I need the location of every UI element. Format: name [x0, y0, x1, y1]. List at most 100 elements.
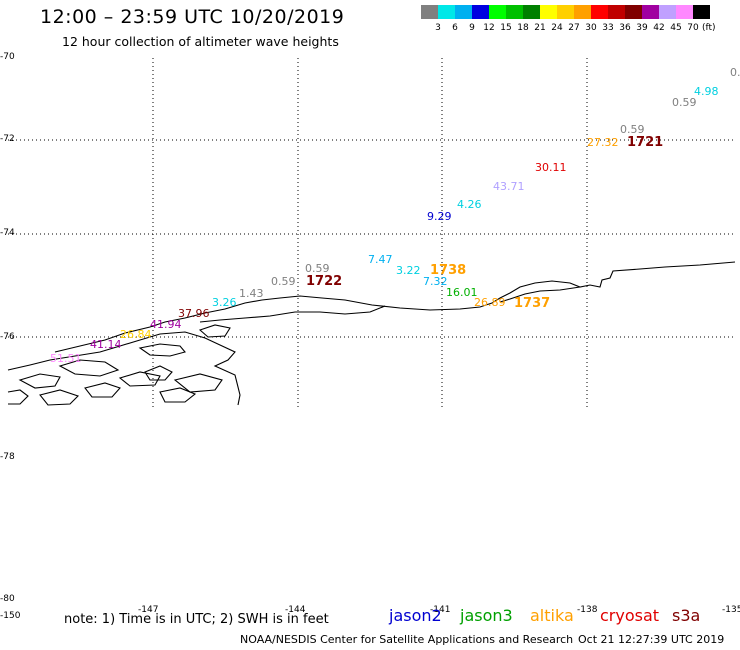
wave-height-label: 27.32 [587, 136, 619, 149]
wave-height-label: 0.59 [672, 96, 697, 109]
latitude-label: -80 [0, 594, 15, 604]
wave-height-label: 0.59 [305, 262, 330, 275]
wave-height-label: 41.94 [150, 318, 182, 331]
latitude-label: -76 [0, 332, 15, 342]
wave-height-label: 9.29 [427, 210, 452, 223]
scale-label: 33 [602, 23, 614, 33]
island-5 [144, 365, 173, 381]
color-scale-bar [421, 5, 710, 19]
map-subtitle: 12 hour collection of altimeter wave hei… [62, 34, 339, 49]
scale-swatch [455, 5, 472, 19]
wave-height-label: 16.01 [446, 286, 478, 299]
scale-swatch [608, 5, 625, 19]
latitude-label: -74 [0, 228, 15, 238]
coastline [7, 261, 736, 406]
wave-height-label: 41.14 [90, 338, 122, 351]
scale-swatch [438, 5, 455, 19]
scale-label: 12 [483, 23, 495, 33]
scale-label: 9 [469, 23, 475, 33]
wave-height-label: 1721 [627, 135, 663, 150]
island-9 [159, 387, 197, 403]
wave-height-label: 0. [730, 66, 740, 79]
wave-height-label: 1737 [514, 296, 550, 311]
longitude-label: -141 [430, 605, 451, 615]
island-7 [84, 382, 121, 398]
coastline-shelf [499, 286, 581, 303]
wave-height-label: 0.59 [620, 123, 645, 136]
scale-swatch [540, 5, 557, 19]
island-11 [198, 324, 231, 338]
scale-label: 27 [568, 23, 580, 33]
scale-label: 21 [534, 23, 546, 33]
scale-swatch [523, 5, 540, 19]
scale-label: 15 [500, 23, 512, 33]
scale-label: 36 [619, 23, 631, 33]
scale-label: 18 [517, 23, 529, 33]
scale-label: 70 [687, 23, 699, 33]
coastline-west [7, 331, 241, 406]
wave-height-label: 26.89 [474, 296, 506, 309]
scale-swatch [421, 5, 438, 19]
scale-swatch [574, 5, 591, 19]
footer-timestamp: Oct 21 12:27:39 UTC 2019 [578, 633, 725, 646]
latitude-label: -78 [0, 452, 15, 462]
wave-height-label: 43.71 [493, 180, 525, 193]
wave-height-label: 0.59 [271, 275, 296, 288]
satellite-jason2: jason2 [389, 606, 442, 625]
scale-label: 6 [452, 23, 458, 33]
wave-height-label: 1.43 [239, 287, 264, 300]
scale-label: 24 [551, 23, 563, 33]
wave-height-label: 26.84 [120, 328, 152, 341]
scale-label: 45 [670, 23, 682, 33]
island-8 [39, 389, 80, 406]
wave-height-label: 37.96 [178, 307, 210, 320]
wave-height-label: 7.47 [368, 253, 393, 266]
scale-swatch [489, 5, 506, 19]
coastline-lower [199, 305, 386, 323]
wave-height-label: 1738 [430, 263, 466, 278]
map-title: 12:00 – 23:59 UTC 10/20/2019 [40, 6, 345, 28]
island-1 [138, 343, 186, 357]
longitude-label: -135 [722, 605, 740, 615]
longitude-label: -147 [138, 605, 159, 615]
latitude-label: -70 [0, 52, 15, 62]
scale-label: 30 [585, 23, 597, 33]
longitude-label: -144 [285, 605, 306, 615]
satellite-jason3: jason3 [460, 606, 513, 625]
scale-swatch [676, 5, 693, 19]
scale-swatch [506, 5, 523, 19]
scale-unit: (ft) [702, 23, 716, 33]
wave-height-label: 3.26 [212, 296, 237, 309]
latitude-label: -72 [0, 134, 15, 144]
wave-height-label: 4.26 [457, 198, 482, 211]
longitude-label: -150 [0, 611, 21, 621]
satellite-altika: altika [530, 606, 574, 625]
scale-swatch [659, 5, 676, 19]
island-6 [173, 373, 223, 393]
scale-swatch [625, 5, 642, 19]
scale-label: 42 [653, 23, 665, 33]
island-3 [18, 373, 61, 389]
island-4 [118, 371, 161, 387]
scale-swatch [557, 5, 574, 19]
longitude-label: -138 [577, 605, 598, 615]
wave-height-label: 4.98 [694, 85, 719, 98]
scale-swatch [472, 5, 489, 19]
scale-label: 3 [435, 23, 441, 33]
wave-height-label: 51.51 [50, 352, 82, 365]
footer-note: note: 1) Time is in UTC; 2) SWH is in fe… [64, 612, 329, 627]
satellite-s3a: s3a [672, 606, 701, 625]
island-10 [7, 389, 29, 405]
wave-height-label: 30.11 [535, 161, 567, 174]
scale-swatch [591, 5, 608, 19]
wave-height-label: 3.22 [396, 264, 421, 277]
scale-swatch [642, 5, 659, 19]
wave-height-label: 1722 [306, 274, 342, 289]
wave-height-label: 7.32 [423, 275, 448, 288]
coastline-main [54, 261, 736, 353]
graticule [8, 58, 735, 408]
footer-credit: NOAA/NESDIS Center for Satellite Applica… [240, 633, 574, 646]
satellite-cryosat: cryosat [600, 606, 660, 625]
